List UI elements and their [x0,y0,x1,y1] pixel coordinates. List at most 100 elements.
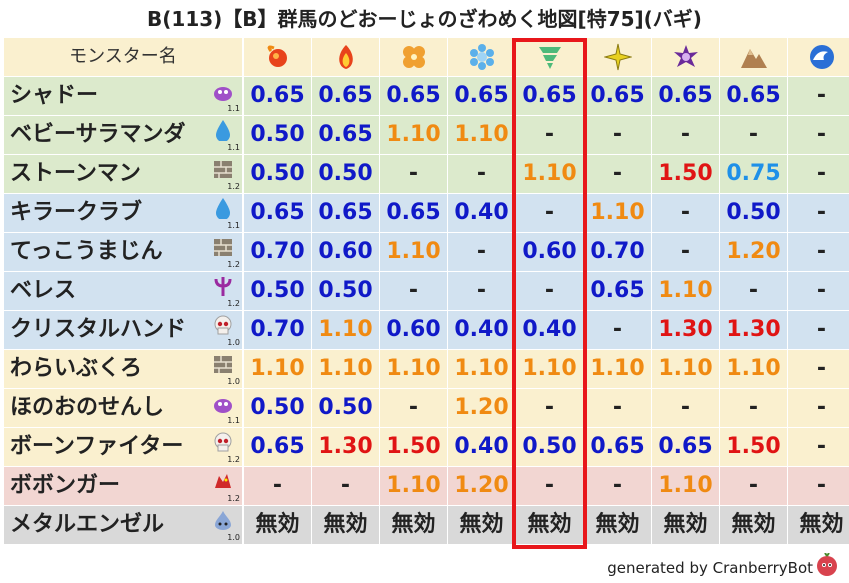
resistance-value: 無効 [516,506,583,544]
tornado-icon [538,47,561,69]
table-row: わらいぶくろ 1.0 1.10 1.10 1.10 1.10 1.10 1.10 1.10 1.1… [4,350,849,388]
resistance-value: 0.40 [448,428,515,466]
resistance-value: 0.65 [652,428,719,466]
resistance-value: - [516,116,583,154]
resistance-value: - [448,272,515,310]
element-column-header [720,38,787,76]
table-row: ベビーサラマンダ 1.1 0.50 0.65 1.10 1.10- - - - - [4,116,849,154]
element-column-header [788,38,849,76]
resistance-value: 0.50 [244,272,311,310]
resistance-value: 0.70 [584,233,651,271]
header-name-cell: モンスター名 [4,38,242,76]
resistance-value: 0.75 [720,155,787,193]
resistance-value: 0.70 [244,311,311,349]
resistance-value: - [788,350,849,388]
resistance-value: - [720,272,787,310]
element-column-header [380,38,447,76]
resistance-value: 1.50 [380,428,447,466]
resistance-value: 0.65 [652,77,719,115]
resistance-value: - [516,389,583,427]
table-row: メタルエンゼル 1.0 無効 無効 無効 無効 無効 無効 無効 無効 無効 [4,506,849,544]
resistance-value: 0.50 [244,155,311,193]
resistance-value: - [788,272,849,310]
monster-name-cell: てっこうまじん 1.2 [4,233,242,271]
resistance-value: 1.10 [380,350,447,388]
slime-purple-icon [214,87,232,101]
monster-name-cell: ストーンマン 1.2 [4,155,242,193]
resistance-value: 0.65 [584,272,651,310]
resistance-value: 0.50 [516,428,583,466]
resistance-value: - [788,311,849,349]
monster-name-cell: メタルエンゼル 1.0 [4,506,242,544]
column-header-label: モンスター名 [69,46,177,67]
resistance-value: 1.10 [584,194,651,232]
resistance-value: 無効 [312,506,379,544]
element-column-header [516,38,583,76]
resistance-value: - [788,155,849,193]
resistance-value: - [312,467,379,505]
resistance-value: 1.30 [720,311,787,349]
resistance-value: 1.10 [448,116,515,154]
monster-level: 1.2 [227,182,240,191]
resistance-value: 1.10 [652,350,719,388]
resistance-value: 無効 [448,506,515,544]
water-drop-icon [216,198,230,219]
resistance-value: 1.10 [652,467,719,505]
monster-level: 1.2 [227,299,240,308]
resistance-value: 0.65 [312,194,379,232]
resistance-value: - [788,428,849,466]
resistance-value: 0.50 [312,155,379,193]
resistance-value: 無効 [788,506,849,544]
resistance-value: 1.20 [448,467,515,505]
resistance-value: - [380,155,447,193]
monster-level: 1.0 [227,338,240,347]
monster-level: 1.0 [227,533,240,542]
water-drop-icon [216,120,230,141]
monster-name: ボーンファイター [10,434,184,459]
resistance-value: - [788,194,849,232]
skull-icon [214,315,232,335]
resistance-value: 0.65 [244,77,311,115]
monster-name-cell: わらいぶくろ 1.0 [4,350,242,388]
monster-level: 1.1 [227,143,240,152]
resistance-value: 0.50 [244,116,311,154]
dragon-icon [215,474,231,488]
dark-icon [673,45,698,67]
resistance-value: 0.40 [448,194,515,232]
element-column-header [312,38,379,76]
skull-icon [214,432,232,452]
monster-level: 1.1 [227,416,240,425]
monster-name-cell: ボボンガー 1.2 [4,467,242,505]
slime-purple-icon [214,399,232,413]
monster-level: 1.0 [227,377,240,386]
page-title: B(113)【B】群馬のどおーじょのざわめく地図[特75](バギ) [147,7,702,31]
resistance-value: - [584,467,651,505]
resistance-value: 0.65 [312,116,379,154]
wave-icon [809,45,834,69]
monster-name: ベレス [10,278,77,303]
resistance-value: 無効 [652,506,719,544]
resistance-value: 0.65 [244,428,311,466]
table-row: ボーンファイター 1.2 0.65 1.30 1.50 0.40 0.50 0.65 0.65 1… [4,428,849,466]
resistance-value: 1.10 [312,311,379,349]
table-row: シャドー 1.1 0.65 0.65 0.65 0.65 0.65 0.65 0.65 0.65- [4,77,849,115]
resistance-value: - [380,389,447,427]
resistance-value: 1.30 [312,428,379,466]
resistance-value: 1.30 [652,311,719,349]
resistance-value: 1.10 [720,350,787,388]
table-row: キラークラブ 1.1 0.65 0.65 0.65 0.40-1.10-0.50- [4,194,849,232]
resistance-value: 1.10 [516,350,583,388]
resistance-value: - [380,272,447,310]
resistance-value: - [788,116,849,154]
resistance-value: 0.65 [312,77,379,115]
resistance-value: - [652,116,719,154]
resistance-value: - [448,233,515,271]
resistance-value: 0.60 [516,233,583,271]
monster-level: 1.2 [227,455,240,464]
monster-name-cell: ボーンファイター 1.2 [4,428,242,466]
resistance-value: 0.60 [312,233,379,271]
monster-level: 1.2 [227,260,240,269]
brick-icon [214,356,232,373]
resistance-value: - [788,233,849,271]
resistance-value: 0.65 [516,77,583,115]
